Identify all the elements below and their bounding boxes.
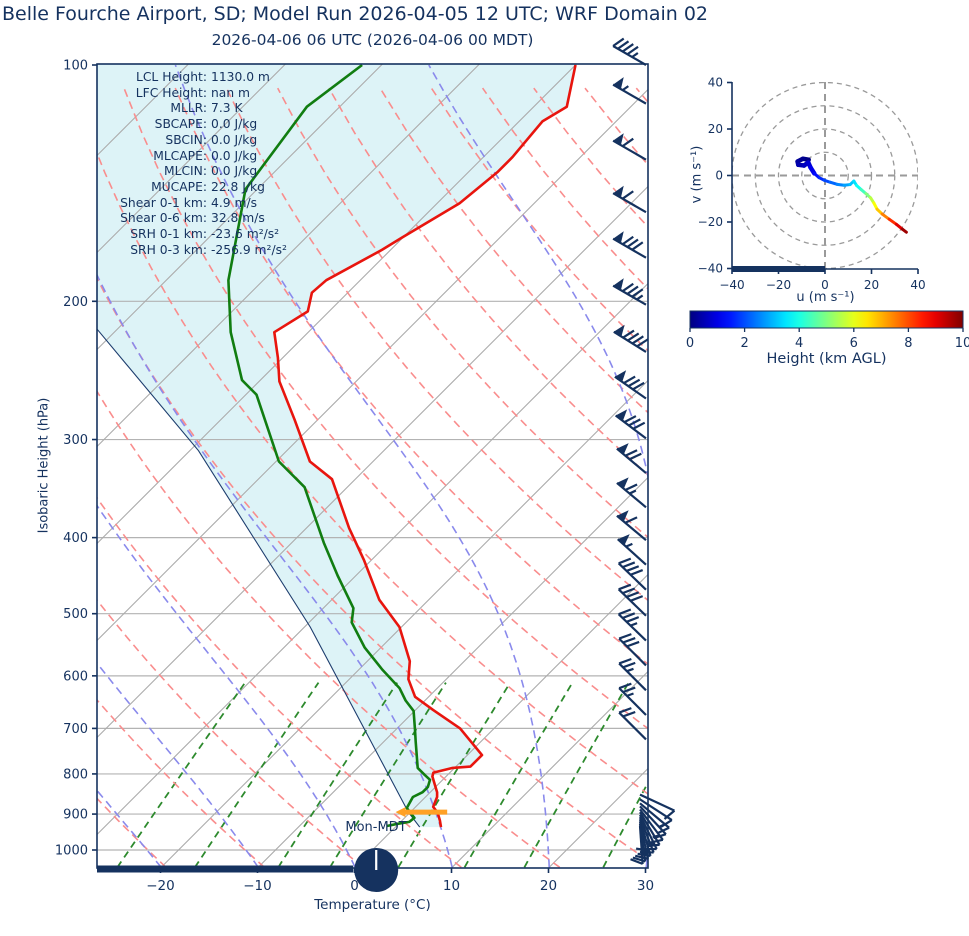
stat-value: 7.3 K [211,101,243,116]
pressure-tick-label: 300 [63,433,88,448]
hodo-v-tick-label: 0 [715,169,723,183]
stat-label: LFC Height: [135,85,207,100]
stat-value: 4.9 m/s [211,195,257,210]
stats-panel: LCL Height: 1130.0 m LFC Height: nan m MLLR:… [110,70,287,258]
stat-label: MLCIN: [163,164,207,179]
hodograph-axes-frame [727,81,919,274]
stat-label: LCL Height: [136,70,207,84]
colorbar-tick-label: 6 [850,336,858,351]
stat-label: SBCAPE: [154,117,207,132]
pressure-tick-label: 1000 [55,844,88,859]
hodo-v-tick-label: 40 [708,76,723,90]
cin-shading-region [97,64,576,828]
stat-value: 0.0 J/kg [211,164,258,179]
wind-barb-column [612,37,676,865]
temperature-tick-label: 0 [350,878,359,894]
time-progress-bar [97,865,354,873]
stat-value: -23.6 m²/s² [211,227,280,242]
stat-value: -256.9 m²/s² [211,242,287,257]
hodo-u-tick-label: 40 [910,278,925,292]
colorbar-tick-label: 0 [686,336,694,351]
hodograph-trace [795,156,908,234]
stat-value: 22.8 J/kg [211,179,265,194]
hodo-u-tick-label: −40 [719,278,744,292]
stat-label: SRH 0-1 km: [130,227,207,242]
stat-value: 0.0 J/kg [211,132,258,147]
dewpoint-curve [227,64,432,828]
colorbar-tick-label: 10 [955,336,969,351]
colorbar-label: Height (km AGL) [766,351,887,367]
hodo-v-tick-label: −20 [698,215,723,229]
temperature-curve [273,64,577,828]
mixing-ratio-lines [116,682,648,868]
stat-label: MLLR: [170,101,207,116]
lcl-marker-arrow [395,807,448,818]
surface-time-label: Mon-MDT [345,820,407,835]
hodo-v-tick-label: −40 [698,262,723,276]
hodograph-ylabel: v (m s⁻¹) [689,145,705,204]
stat-value: 1130.0 m [211,70,270,84]
stat-label: MLCAPE: [153,148,207,163]
pressure-tick-label: 700 [63,722,88,737]
hodo-u-tick-label: 0 [821,278,829,292]
colorbar-tick-label: 2 [740,336,748,351]
pressure-tick-label: 400 [63,531,88,546]
stat-value: 0.0 J/kg [211,148,258,163]
stat-label: SRH 0-3 km: [130,242,207,257]
pressure-tick-label: 200 [63,295,88,310]
stat-label: MUCAPE: [151,179,207,194]
pressure-gridlines [97,300,648,851]
colorbar-tick-label: 8 [904,336,912,351]
hodograph-tick-labels: −40 −20 0 20 40 −40 −20 0 20 40 [698,76,926,293]
figure-title: Belle Fourche Airport, SD; Model Run 202… [2,3,709,25]
temperature-tick-label: −20 [146,878,175,894]
figure-subtitle: 2026-04-06 06 UTC (2026-04-06 00 MDT) [211,31,534,49]
pressure-tick-label: 500 [63,607,88,622]
stat-label: Shear 0-1 km: [120,195,207,210]
skewt-xlabel: Temperature (°C) [314,897,431,913]
hodograph-grid-rings [732,82,918,269]
temperature-tick-label: 10 [443,878,460,894]
stat-label: SBCIN: [165,132,207,147]
skewt-ylabel: Isobaric Height (hPa) [36,397,52,534]
height-colorbar: 0 2 4 6 8 10 [686,310,969,351]
stat-value: 0.0 J/kg [211,117,258,132]
stat-label: Shear 0-6 km: [120,211,207,226]
pressure-tick-label: 100 [63,59,88,74]
stat-value: nan m [211,85,251,100]
dry-adiabat-lines [97,87,648,868]
pressure-tick-label: 600 [63,669,88,684]
temperature-tick-label: 30 [637,878,654,894]
temperature-tick-label: 20 [540,878,557,894]
hodo-v-tick-label: 20 [708,122,723,136]
hodo-u-tick-label: −20 [766,278,791,292]
pressure-tick-label: 900 [63,808,88,823]
hodograph-xlabel: u (m s⁻¹) [796,290,855,305]
clock-icon [354,848,399,892]
hodo-u-tick-label: 20 [864,278,879,292]
temperature-tick-label: −10 [243,878,272,894]
stat-value: 32.8 m/s [211,211,265,226]
colorbar-tick-label: 4 [795,336,803,351]
skewt-tick-labels: 100 200 300 400 500 600 700 800 900 1000 −20 −10 0 10… [55,59,654,895]
pressure-tick-label: 800 [63,767,88,782]
